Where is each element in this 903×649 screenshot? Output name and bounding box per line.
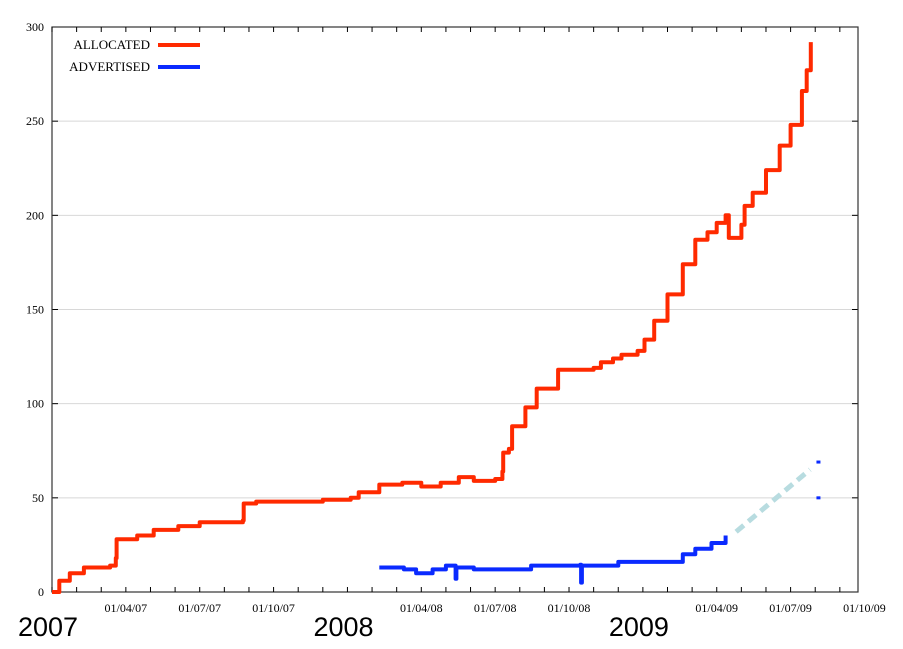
x-tick-label: 01/07/07	[178, 601, 221, 615]
axes	[51, 26, 859, 593]
x-tick-label: 01/10/09	[843, 601, 886, 615]
data-point	[816, 460, 821, 464]
year-label: 2007	[18, 612, 78, 642]
y-tick-label: 50	[32, 491, 44, 505]
year-label-bg	[606, 605, 677, 645]
plot-frame	[51, 26, 859, 593]
year-label: 2009	[609, 612, 669, 642]
x-tick-label: 01/10/07	[252, 601, 295, 615]
legend: ALLOCATED ADVERTISED	[69, 37, 200, 74]
projection-line	[734, 467, 812, 534]
y-tick-label: 100	[26, 397, 44, 411]
x-tick-label: 01/04/07	[105, 601, 148, 615]
x-tick-label: 01/07/08	[474, 601, 517, 615]
y-tick-label: 0	[38, 585, 44, 599]
y-tick-label: 200	[26, 208, 44, 222]
legend-label: ADVERTISED	[69, 59, 150, 74]
series-allocated-line	[52, 42, 813, 594]
series-advertised-line	[379, 535, 728, 585]
x-tick-label: 01/04/08	[400, 601, 443, 615]
x-tick-label: 01/10/08	[548, 601, 591, 615]
y-tick-label: 250	[26, 114, 44, 128]
data-point	[816, 496, 821, 500]
y-tick-label: 150	[26, 303, 44, 317]
grid	[52, 120, 858, 499]
x-tick-label: 01/04/09	[695, 601, 738, 615]
legend-label: ALLOCATED	[73, 37, 150, 52]
tick-labels: 0 50 100 150 200 250 300 01/04/07 01/07/07 01/10/…	[16, 20, 886, 645]
series-lines	[52, 42, 821, 594]
y-tick-label: 300	[26, 20, 44, 34]
x-tick-label: 01/07/09	[769, 601, 812, 615]
year-label-bg	[311, 605, 382, 645]
year-label: 2008	[313, 612, 373, 642]
year-label-bg	[16, 605, 86, 645]
